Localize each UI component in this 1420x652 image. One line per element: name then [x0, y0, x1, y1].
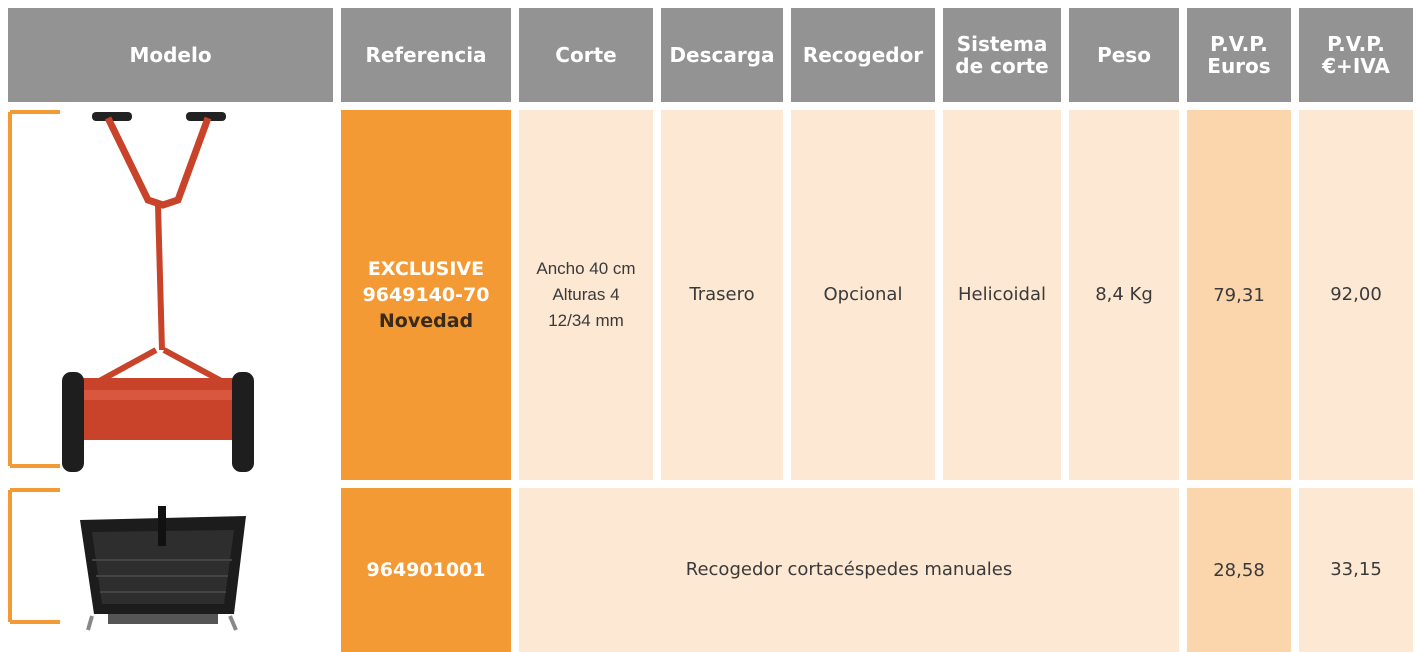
cell-text: Recogedor cortacéspedes manuales — [685, 559, 1013, 580]
data-cell: Opcional — [791, 110, 935, 480]
cell-text: Ancho 40 cm — [536, 259, 636, 278]
collector-image — [8, 488, 246, 631]
header-cell: Recogedor — [791, 8, 935, 102]
header-text: €+IVA — [1322, 54, 1390, 78]
mower-image — [8, 110, 254, 472]
data-cell: 8,4 Kg — [1069, 110, 1179, 480]
header-cell: Modelo — [8, 8, 333, 102]
header-text: Recogedor — [802, 43, 924, 67]
reference-cell: 964901001 — [341, 488, 511, 652]
header-cell: Sistema de corte — [943, 8, 1061, 102]
reference-cell: EXCLUSIVE 9649140-70 Novedad — [341, 110, 511, 480]
cell-text: Alturas 4 — [552, 285, 620, 304]
header-text: P.V.P. — [1327, 32, 1385, 56]
cell-text: Trasero — [689, 284, 755, 305]
header-cell: P.V.P. Euros — [1187, 8, 1291, 102]
cell-text: Opcional — [823, 284, 903, 305]
description-cell: Recogedor cortacéspedes manuales — [519, 488, 1179, 652]
price-cell: 92,00 — [1299, 110, 1413, 480]
header-cell: P.V.P. €+IVA — [1299, 8, 1413, 102]
reference-text: Novedad — [378, 310, 474, 332]
data-cell: Trasero — [661, 110, 783, 480]
header-text: Referencia — [365, 43, 487, 67]
price-text: 28,58 — [1213, 559, 1265, 581]
price-cell: 33,15 — [1299, 488, 1413, 652]
header-text: Euros — [1207, 54, 1271, 78]
header-text: Corte — [555, 43, 617, 67]
price-text: 79,31 — [1213, 284, 1265, 306]
cell-text: Helicoidal — [958, 284, 1046, 305]
header-text: Descarga — [669, 43, 775, 67]
header-cell: Descarga — [661, 8, 783, 102]
price-text: 33,15 — [1330, 559, 1382, 580]
reference-text: EXCLUSIVE — [367, 258, 485, 280]
price-cell: 28,58 — [1187, 488, 1291, 652]
cell-text: 8,4 Kg — [1095, 284, 1153, 305]
data-cell: Helicoidal — [943, 110, 1061, 480]
reference-text: 9649140-70 — [362, 284, 490, 306]
header-text: Modelo — [129, 43, 212, 67]
price-text: 92,00 — [1330, 284, 1382, 305]
header-text: de corte — [955, 54, 1049, 78]
header-cell: Peso — [1069, 8, 1179, 102]
cell-text: 12/34 mm — [548, 311, 624, 330]
price-cell: 79,31 — [1187, 110, 1291, 480]
header-cell: Referencia — [341, 8, 511, 102]
header-text: Peso — [1097, 43, 1151, 67]
reference-text: 964901001 — [366, 559, 486, 581]
header-text: Sistema — [956, 32, 1048, 56]
header-cell: Corte — [519, 8, 653, 102]
header-text: P.V.P. — [1210, 32, 1268, 56]
data-cell: Ancho 40 cm Alturas 4 12/34 mm — [519, 110, 653, 480]
